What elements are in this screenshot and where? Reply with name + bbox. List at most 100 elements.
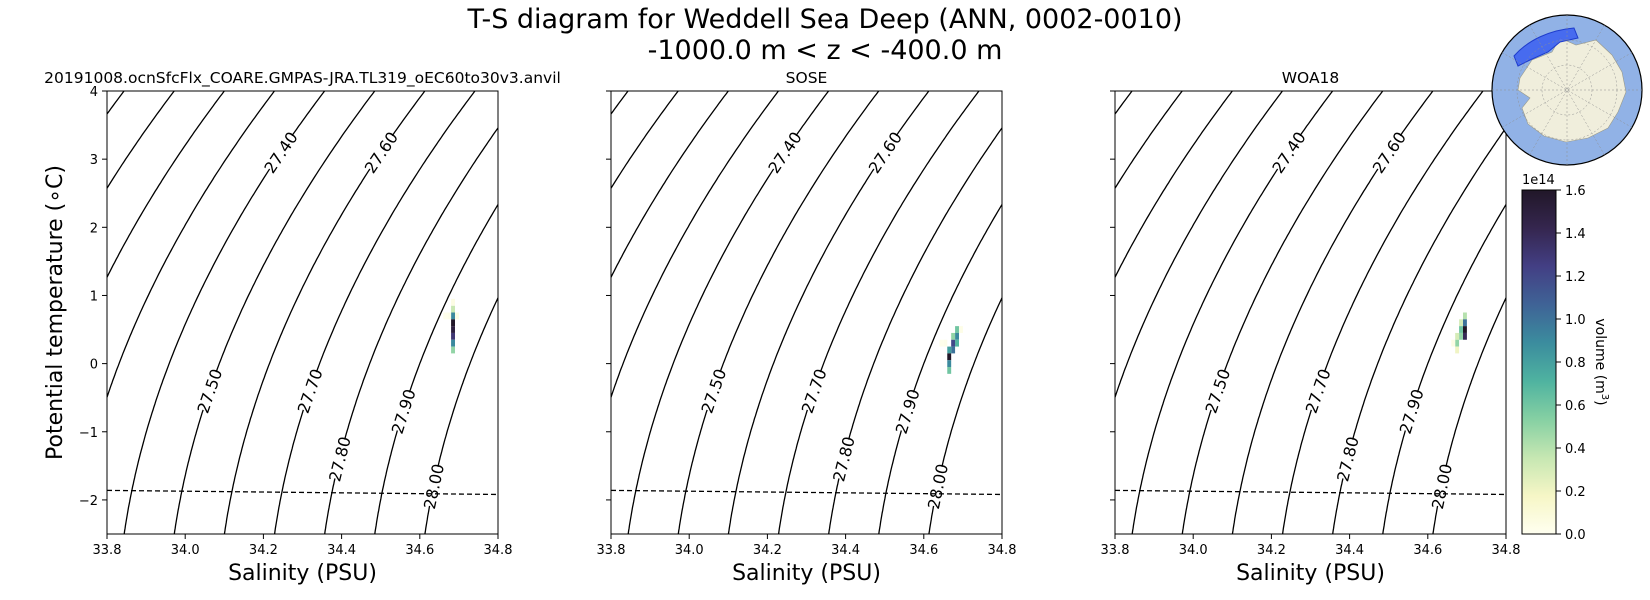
contour-label-gap — [1200, 368, 1235, 414]
colorbar-gradient — [1521, 189, 1557, 535]
y-tick-label: 3 — [90, 153, 98, 168]
panel-title: SOSE — [786, 69, 828, 87]
colorbar-tick-label: 1.6 — [1565, 184, 1586, 199]
density-contour — [1181, 91, 1384, 534]
volume-cell — [955, 332, 959, 340]
contour-label-gap — [764, 129, 805, 176]
contour-label-gap — [418, 464, 449, 509]
volume-cell — [1462, 326, 1467, 333]
y-tick-label: −2 — [79, 494, 98, 509]
x-tick-label: 34.0 — [1179, 543, 1208, 558]
panel-title: 20191008.ocnSfcFlx_COARE.GMPAS-JRA.TL319… — [44, 69, 561, 88]
volume-cell — [451, 326, 455, 333]
contour-label-gap — [260, 129, 301, 176]
density-contour — [727, 91, 930, 534]
colorbar-label: volume (m3) — [1592, 318, 1610, 405]
volume-cell — [947, 353, 952, 361]
contour-label-gap — [890, 388, 924, 434]
contour-label-gap — [192, 368, 227, 414]
density-contour — [1115, 91, 1183, 190]
x-tick-label: 34.6 — [405, 543, 434, 558]
x-tick-label: 34.8 — [1492, 543, 1521, 558]
contour-label-gap — [696, 368, 731, 414]
volume-cell — [1455, 346, 1460, 354]
x-tick-label: 34.2 — [249, 543, 278, 558]
x-axis-label: Salinity (PSU) — [1236, 561, 1385, 586]
x-tick-label: 33.8 — [1101, 543, 1130, 558]
figure-title-line1: T-S diagram for Weddell Sea Deep (ANN, 0… — [466, 4, 1182, 35]
contour-label-gap — [360, 129, 402, 176]
density-contour — [627, 91, 830, 534]
density-contour — [1432, 296, 1506, 534]
axes-frame — [1114, 90, 1507, 535]
colorbar-tick-label: 0.4 — [1565, 442, 1586, 457]
inset-gridline — [1501, 52, 1633, 128]
volume-cell — [947, 367, 952, 374]
volume-cell — [955, 326, 959, 333]
density-contour — [374, 203, 498, 534]
contour-label-gap — [1300, 368, 1335, 414]
colorbar-offset-text: 1e14 — [1522, 173, 1555, 188]
x-tick-label: 33.8 — [93, 543, 122, 558]
inset-gridline — [1501, 52, 1633, 128]
axes-frame — [610, 90, 1003, 535]
density-contour — [1115, 91, 1233, 279]
contour-label-gap — [828, 436, 860, 482]
inset-gridline — [1529, 24, 1605, 156]
volume-cell — [447, 312, 452, 320]
density-contour — [1231, 91, 1434, 534]
y-tick-label: −1 — [79, 426, 98, 441]
volume-cell — [951, 332, 956, 340]
volume-cell — [451, 339, 455, 347]
x-tick-label: 34.4 — [1335, 543, 1364, 558]
y-tick-label: 1 — [90, 289, 98, 304]
freezing-line — [1115, 489, 1506, 496]
density-contour — [273, 91, 476, 534]
contour-label-gap — [1368, 129, 1410, 176]
volume-cell — [1459, 332, 1463, 340]
volume-cell — [1451, 339, 1456, 347]
volume-cell — [947, 346, 952, 354]
y-tick-label: 0 — [90, 358, 98, 373]
volume-cell — [939, 339, 944, 347]
density-contour — [611, 91, 729, 279]
x-tick-label: 34.2 — [753, 543, 782, 558]
volume-cell — [1462, 312, 1467, 320]
x-tick-label: 34.2 — [1257, 543, 1286, 558]
freezing-line — [611, 489, 1002, 496]
figure-title-line2: -1000.0 m < z < -400.0 m — [648, 35, 1003, 66]
volume-cell — [951, 346, 956, 354]
density-contour — [928, 296, 1002, 534]
volume-cell — [1455, 332, 1460, 340]
x-axis-label: Salinity (PSU) — [732, 561, 881, 586]
contour-label-gap — [796, 368, 831, 414]
contour-label-gap — [1268, 129, 1309, 176]
volume-cell — [947, 360, 952, 368]
colorbar-tick-label: 1.2 — [1565, 270, 1586, 285]
x-tick-label: 34.8 — [988, 543, 1017, 558]
density-contour — [878, 203, 1002, 534]
volume-cell — [958, 326, 963, 333]
density-contour — [1382, 203, 1506, 534]
density-contour — [1131, 91, 1334, 534]
volume-cell — [955, 339, 959, 347]
x-axis-label: Salinity (PSU) — [228, 561, 377, 586]
colorbar-tick-label: 0.8 — [1565, 356, 1586, 371]
volume-cell — [454, 312, 459, 320]
contour-label-gap — [1332, 436, 1364, 482]
density-contour — [611, 91, 679, 190]
y-tick-label: 4 — [90, 85, 98, 100]
colorbar-tick-label: 1.0 — [1565, 313, 1586, 328]
density-contour — [1281, 91, 1484, 534]
volume-cell — [451, 319, 455, 327]
volume-cell — [451, 346, 455, 354]
density-contour — [173, 91, 376, 534]
volume-cell — [1459, 326, 1463, 333]
density-contour — [1332, 126, 1506, 534]
volume-cell — [443, 312, 448, 320]
colorbar-tick-label: 0.6 — [1565, 399, 1586, 414]
